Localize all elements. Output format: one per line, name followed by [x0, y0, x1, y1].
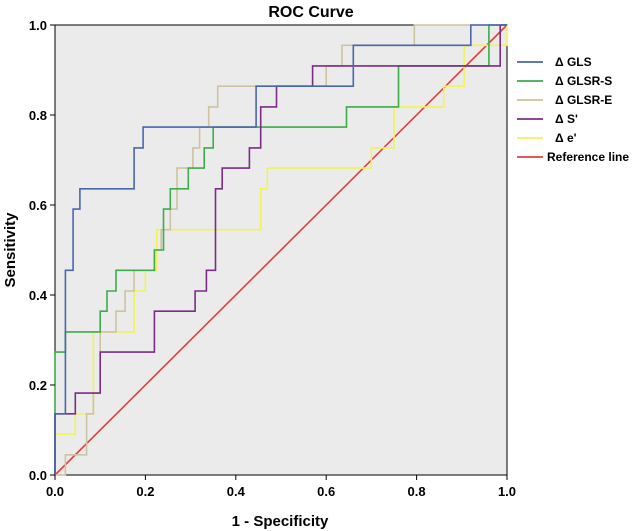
legend-item: Δ GLSR-S	[517, 74, 612, 88]
x-tick-label: 1.0	[498, 484, 516, 499]
chart-title: ROC Curve	[268, 4, 353, 21]
legend-label: Reference line	[547, 150, 629, 164]
x-tick-label: 0.0	[46, 484, 64, 499]
series-line-reference-line	[54, 24, 508, 476]
x-axis: 0.0 0.2 0.4 0.6 0.8 1.0	[46, 475, 516, 499]
legend-label: Δ GLS	[555, 55, 592, 69]
legend-item: Δ GLSR-E	[517, 93, 612, 107]
legend-item: Δ e'	[517, 131, 577, 145]
legend: Δ GLS Δ GLSR-S Δ GLSR-E Δ S' Δ e' Reference l…	[517, 55, 629, 164]
legend-label: Δ S'	[555, 112, 578, 126]
y-tick-label: 0.4	[29, 288, 48, 303]
x-tick-label: 0.4	[227, 484, 246, 499]
series-layer	[54, 24, 508, 476]
y-tick-label: 0.2	[29, 378, 47, 393]
x-tick-label: 0.6	[317, 484, 335, 499]
legend-item: Reference line	[517, 150, 629, 164]
y-tick-label: 0.8	[29, 108, 47, 123]
legend-label: Δ GLSR-E	[555, 93, 612, 107]
y-tick-label: 1.0	[29, 18, 47, 33]
legend-item: Δ S'	[517, 112, 578, 126]
legend-label: Δ e'	[555, 131, 577, 145]
legend-label: Δ GLSR-S	[555, 74, 612, 88]
series-line-gls	[54, 24, 507, 475]
legend-item: Δ GLS	[517, 55, 592, 69]
x-axis-title: 1 - Specificity	[232, 513, 329, 530]
x-tick-label: 0.8	[408, 484, 426, 499]
x-tick-label: 0.2	[136, 484, 154, 499]
y-axis: 0.0 0.2 0.4 0.6 0.8 1.0	[29, 18, 55, 483]
y-tick-label: 0.6	[29, 198, 47, 213]
series-line-glsr-s	[54, 24, 507, 475]
y-axis-title: Sensitivity	[2, 212, 19, 288]
y-tick-label: 0.0	[29, 468, 47, 483]
